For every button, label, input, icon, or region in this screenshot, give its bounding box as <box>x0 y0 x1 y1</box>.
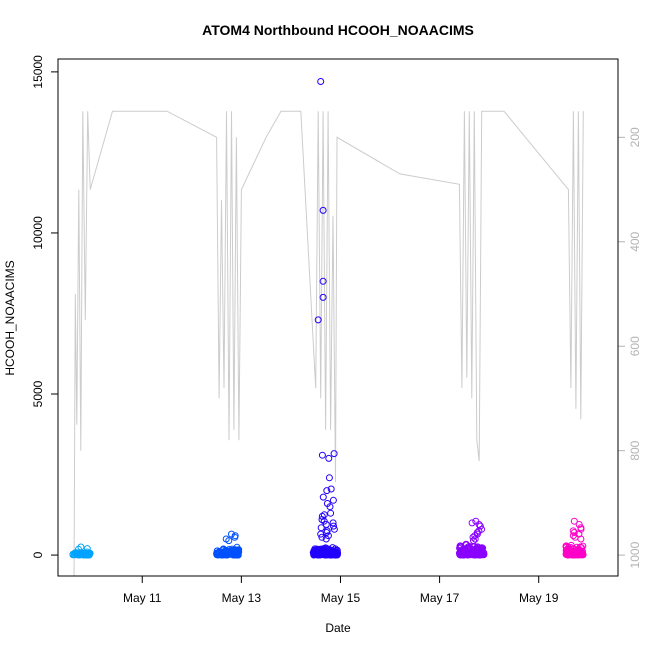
data-point <box>213 547 221 555</box>
right-y-tick-label: 600 <box>628 336 642 356</box>
data-point <box>230 550 238 558</box>
y-tick-label: 5000 <box>31 380 45 407</box>
data-point <box>322 535 330 543</box>
data-point <box>332 550 340 558</box>
x-tick-label: May 19 <box>519 591 559 605</box>
data-point <box>83 545 91 553</box>
data-point <box>471 535 479 543</box>
x-tick-label: May 15 <box>321 591 361 605</box>
right-y-tick-label: 200 <box>628 127 642 147</box>
data-point <box>325 474 333 482</box>
data-point <box>317 548 325 556</box>
data-point <box>329 519 337 527</box>
data-point <box>325 454 333 462</box>
data-point-outlier <box>319 277 327 285</box>
data-point-outlier <box>317 78 325 85</box>
data-point <box>317 524 325 532</box>
data-point-outlier <box>319 293 327 301</box>
data-point <box>471 532 479 540</box>
data-point <box>479 548 487 556</box>
data-point <box>456 551 464 559</box>
data-point <box>322 521 330 528</box>
right-y-tick-label: 800 <box>628 440 642 460</box>
plot-frame <box>57 58 619 577</box>
data-point <box>579 551 587 559</box>
y-tick-label: 0 <box>31 551 45 558</box>
data-point <box>469 533 477 541</box>
data-point <box>476 522 484 530</box>
y-tick-label: 15000 <box>31 55 45 89</box>
data-point <box>327 485 335 493</box>
y-tick-label: 10000 <box>31 216 45 250</box>
data-point <box>75 550 83 558</box>
data-point <box>570 517 578 525</box>
data-point <box>470 537 477 545</box>
data-point <box>577 535 585 543</box>
x-tick-label: May 11 <box>123 591 162 605</box>
y-axis: 0 5000 10000 15000 <box>31 55 59 558</box>
right-y-tick-label: 1000 <box>628 541 642 568</box>
data-point <box>329 496 337 504</box>
data-point <box>468 519 476 527</box>
data-point <box>222 535 230 543</box>
data-point <box>323 487 331 495</box>
x-axis: May 11 May 13 May 15 May 17 May 19 <box>123 575 559 605</box>
data-point <box>310 547 318 555</box>
data-point-outlier <box>319 206 327 214</box>
data-point <box>330 525 338 533</box>
data-point <box>326 503 334 511</box>
data-point <box>567 550 575 557</box>
data-point <box>317 530 325 538</box>
data-point <box>466 550 474 558</box>
chart-title: ATOM4 Northbound HCOOH_NOAACIMS <box>202 22 474 38</box>
x-tick-label: May 13 <box>222 591 262 605</box>
data-points-layer <box>69 78 587 559</box>
data-point <box>318 516 326 524</box>
data-point <box>227 550 235 558</box>
data-point <box>231 533 239 541</box>
x-axis-label: Date <box>325 621 351 635</box>
data-point-outlier <box>314 316 322 324</box>
right-y-tick-label: 400 <box>628 231 642 251</box>
data-point <box>318 533 326 541</box>
data-point <box>473 544 481 552</box>
data-point <box>480 549 488 557</box>
pressure-trace-layer <box>73 110 584 576</box>
data-point <box>318 451 326 459</box>
data-point <box>330 548 338 556</box>
data-point <box>457 546 465 554</box>
data-point <box>570 529 578 536</box>
data-point <box>475 550 483 558</box>
data-point <box>464 543 472 551</box>
data-point <box>327 509 335 517</box>
y-axis-label: HCOOH_NOAACIMS <box>3 260 17 375</box>
data-point <box>330 450 338 458</box>
data-point <box>572 551 580 559</box>
data-point <box>316 551 324 559</box>
x-tick-label: May 17 <box>420 591 460 605</box>
data-point <box>330 522 337 530</box>
data-point <box>318 512 326 520</box>
right-y-axis: 200 400 600 800 1000 <box>617 127 642 568</box>
data-point <box>475 527 483 535</box>
data-point <box>579 542 587 550</box>
data-point <box>569 532 577 540</box>
data-point <box>225 546 233 553</box>
pressure-line <box>73 110 584 576</box>
data-point <box>569 527 577 535</box>
data-point <box>472 517 480 525</box>
data-point <box>75 545 82 553</box>
data-point <box>213 550 221 558</box>
data-point <box>319 493 327 501</box>
data-point <box>77 543 85 551</box>
